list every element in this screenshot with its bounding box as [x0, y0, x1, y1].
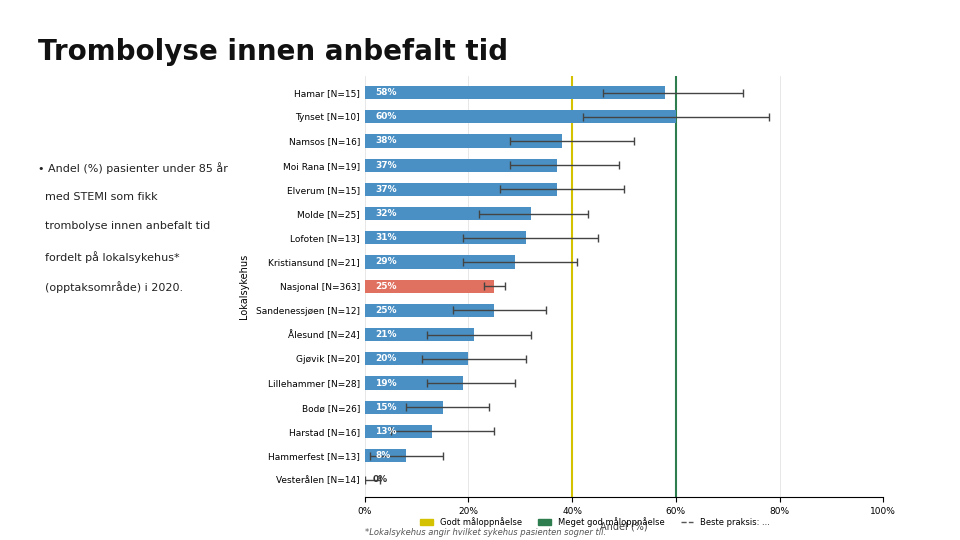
Bar: [365, 303, 494, 317]
Text: 25%: 25%: [375, 306, 396, 315]
Text: 31%: 31%: [375, 233, 396, 242]
Text: 58%: 58%: [375, 88, 396, 97]
Text: 37%: 37%: [375, 161, 396, 170]
Text: 38%: 38%: [375, 137, 396, 145]
Text: 25%: 25%: [375, 282, 396, 291]
Y-axis label: Lokalsykehus: Lokalsykehus: [239, 254, 249, 319]
Text: 0%: 0%: [372, 475, 388, 484]
Legend: Godt måloppnåelse, Meget god måloppnåelse, Beste praksis: ...: Godt måloppnåelse, Meget god måloppnåels…: [417, 514, 774, 530]
Text: *Lokalsykehus angir hvilket sykehus pasienten sogner til.: *Lokalsykehus angir hvilket sykehus pasi…: [365, 528, 606, 537]
Text: fordelt på lokalsykehus*: fordelt på lokalsykehus*: [38, 251, 180, 263]
Text: 19%: 19%: [375, 379, 396, 388]
Bar: [365, 159, 557, 172]
Text: med STEMI som fikk: med STEMI som fikk: [38, 192, 158, 202]
Text: (opptaksområde) i 2020.: (opptaksområde) i 2020.: [38, 281, 183, 293]
Text: 8%: 8%: [375, 451, 391, 460]
Text: trombolyse innen anbefalt tid: trombolyse innen anbefalt tid: [38, 221, 210, 232]
Bar: [365, 255, 516, 268]
Text: 15%: 15%: [375, 403, 396, 411]
Bar: [365, 328, 473, 341]
Bar: [365, 376, 464, 390]
Bar: [365, 449, 406, 462]
Text: 60%: 60%: [375, 112, 396, 122]
Bar: [365, 86, 665, 99]
Bar: [365, 280, 494, 293]
Bar: [365, 207, 531, 220]
Bar: [365, 183, 557, 196]
Text: Trombolyse innen anbefalt tid: Trombolyse innen anbefalt tid: [38, 38, 509, 66]
Bar: [365, 352, 468, 366]
Text: 32%: 32%: [375, 209, 396, 218]
Text: 20%: 20%: [375, 354, 396, 363]
Text: 13%: 13%: [375, 427, 396, 436]
Bar: [365, 110, 676, 124]
Bar: [365, 401, 443, 414]
Text: 21%: 21%: [375, 330, 396, 339]
Text: • Andel (%) pasienter under 85 år: • Andel (%) pasienter under 85 år: [38, 162, 228, 174]
Text: 29%: 29%: [375, 258, 396, 267]
X-axis label: Andel (%): Andel (%): [600, 521, 648, 531]
Bar: [365, 425, 432, 438]
Text: 37%: 37%: [375, 185, 396, 194]
Bar: [365, 231, 525, 245]
Text: ••• NORSK HJERTEINFARKTREGISTER: ••• NORSK HJERTEINFARKTREGISTER: [784, 27, 915, 32]
Bar: [365, 134, 562, 147]
